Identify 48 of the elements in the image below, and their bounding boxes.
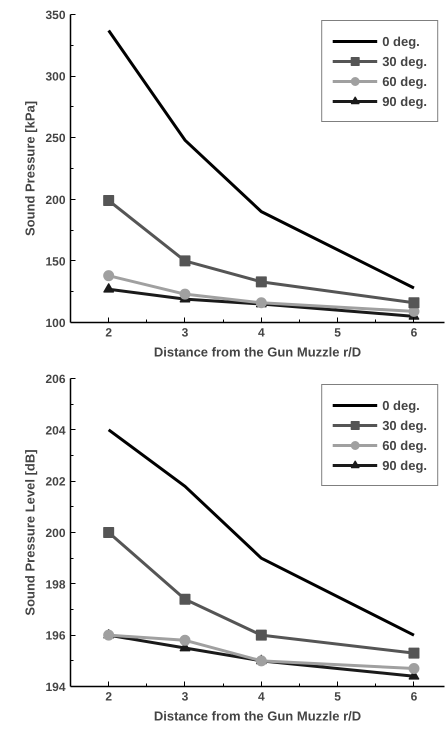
x-tick-label: 4 — [258, 326, 265, 340]
y-tick-label: 250 — [45, 131, 66, 146]
x-tick-label: 2 — [105, 690, 112, 704]
legend-label: 60 deg. — [382, 74, 427, 88]
legend-label: 90 deg. — [382, 458, 427, 472]
y-axis-title: Sound Pressure Level [dB] — [22, 449, 38, 616]
y-tick-label: 300 — [45, 70, 66, 84]
y-tick-label: 196 — [45, 628, 66, 643]
x-tick-label: 3 — [182, 690, 189, 704]
point — [408, 648, 420, 659]
x-tick-label: 4 — [258, 690, 265, 704]
point — [179, 255, 190, 266]
legend-label: 0 deg. — [382, 398, 420, 412]
point — [103, 527, 114, 538]
y-axis-title: Sound Pressure [kPa] — [22, 100, 38, 236]
legend-label: 90 deg. — [382, 94, 427, 108]
y-tick-label: 100 — [45, 316, 66, 330]
legend-label: 30 deg. — [382, 54, 427, 68]
x-axis-title: Distance from the Gun Muzzle r/D — [154, 708, 362, 724]
y-tick-label: 194 — [45, 680, 66, 694]
x-axis-title: Distance from the Gun Muzzle r/D — [154, 344, 362, 360]
x-tick-label: 6 — [410, 690, 418, 704]
legend-label: 60 deg. — [382, 438, 427, 452]
legend-label: 30 deg. — [382, 418, 427, 432]
x-tick-label: 5 — [334, 326, 342, 340]
y-tick-label: 350 — [45, 8, 66, 22]
y-tick-label: 202 — [45, 474, 66, 489]
x-tick-label: 5 — [334, 690, 342, 704]
x-tick-label: 3 — [182, 326, 189, 340]
point — [179, 634, 190, 646]
point — [103, 282, 114, 293]
y-tick-label: 200 — [45, 192, 66, 207]
y-tick-label: 206 — [45, 372, 66, 386]
point — [408, 663, 420, 674]
point — [408, 297, 420, 308]
x-tick-label: 2 — [105, 326, 112, 340]
point — [179, 594, 190, 605]
y-tick-label: 198 — [45, 577, 66, 592]
point — [103, 270, 114, 282]
point — [256, 276, 267, 288]
legend-label: 0 deg. — [382, 34, 420, 48]
y-tick-label: 200 — [45, 526, 66, 540]
y-tick-label: 204 — [45, 423, 66, 438]
y-tick-label: 150 — [45, 254, 66, 268]
point — [179, 288, 190, 300]
point — [103, 195, 114, 206]
point — [256, 630, 267, 641]
x-tick-label: 6 — [410, 326, 418, 340]
